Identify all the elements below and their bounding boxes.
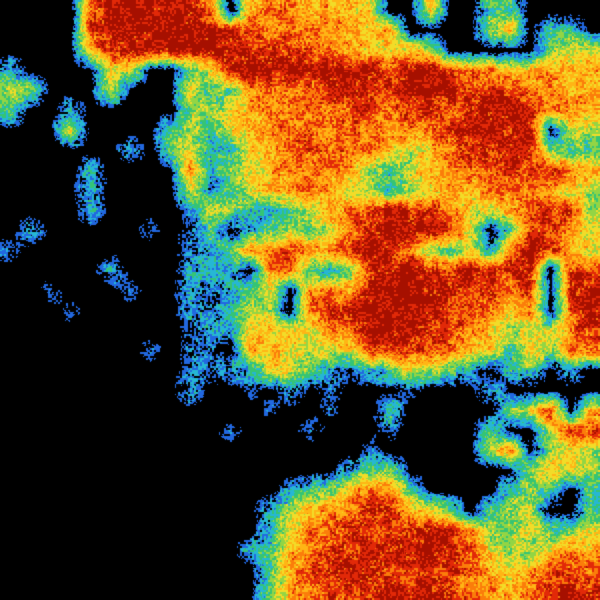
radar-image-frame — [0, 0, 600, 600]
weather-radar-heatmap — [0, 0, 600, 600]
